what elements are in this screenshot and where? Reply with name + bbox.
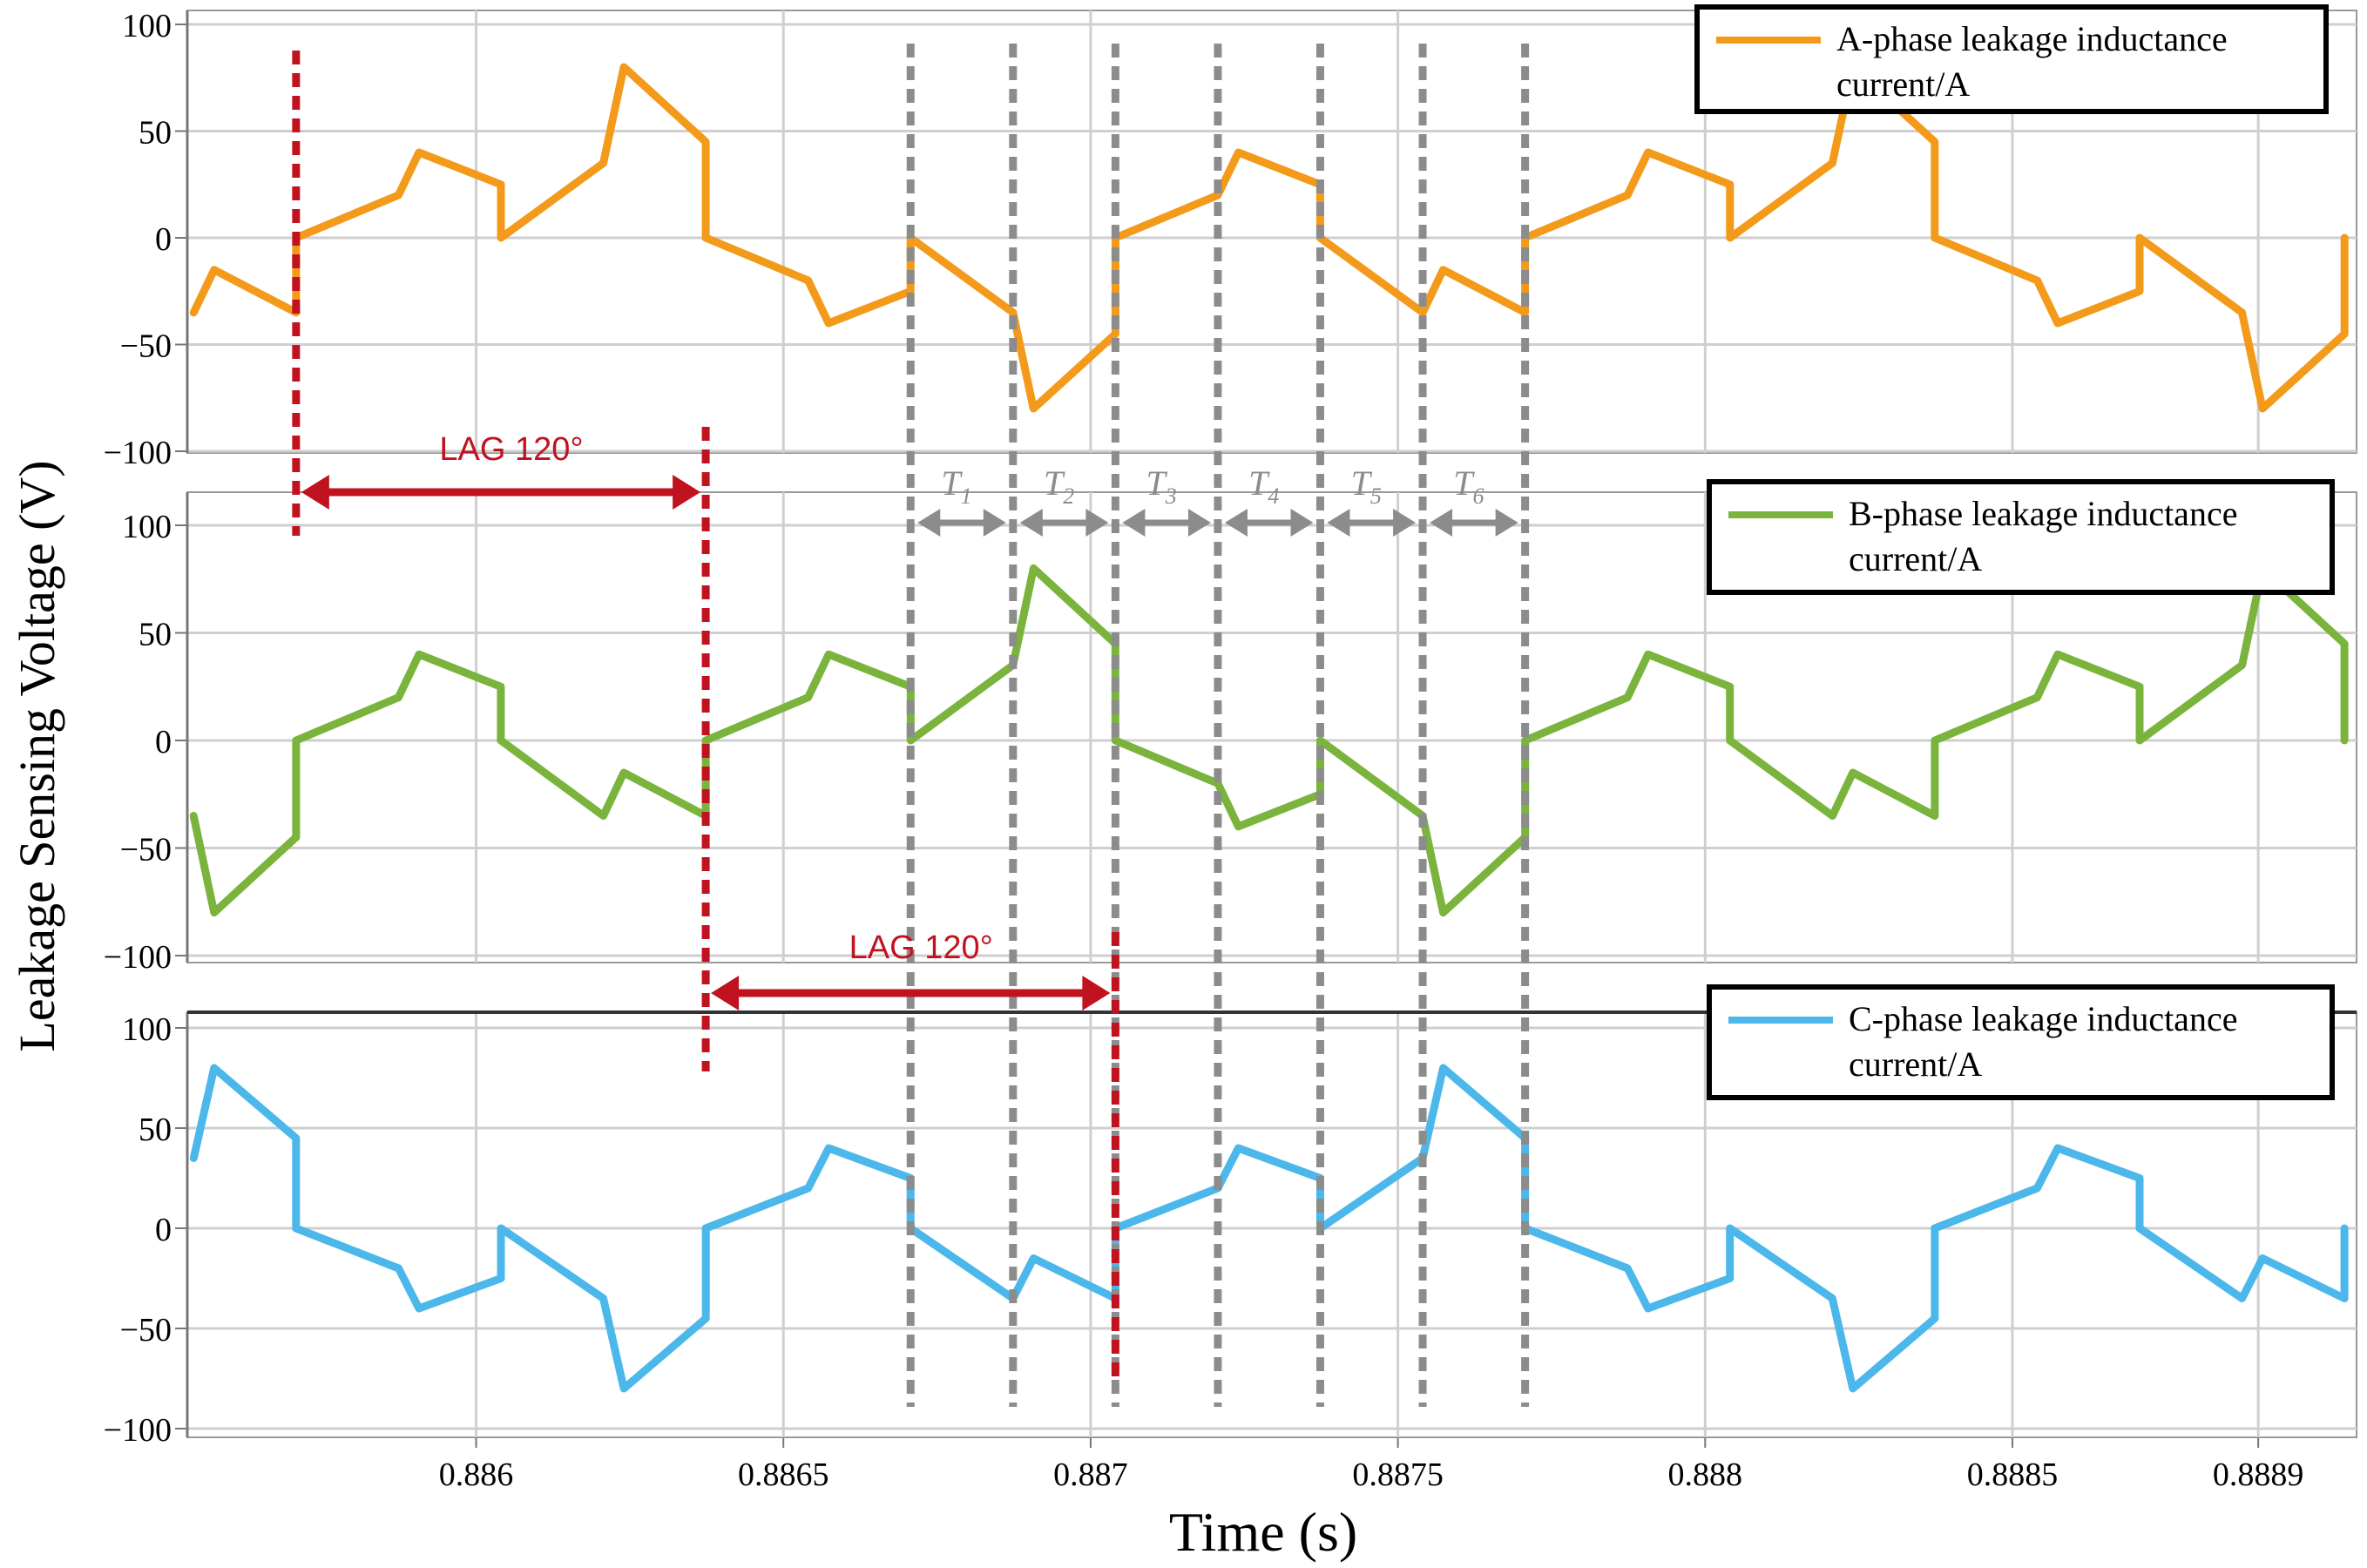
legend-label-line-2: current/A xyxy=(1836,64,1970,104)
x-tick-label-2: 0.887 xyxy=(1053,1456,1128,1493)
x-tick-label-0: 0.886 xyxy=(439,1456,514,1493)
x-tick-label-3: 0.8875 xyxy=(1352,1456,1444,1493)
y-axis-label: Leakage Sensing Voltage (V) xyxy=(9,460,65,1051)
lag-ab-label: LAG 120° xyxy=(439,431,583,468)
marker-lines xyxy=(292,44,1530,1407)
legend-label-line-1: B-phase leakage inductance xyxy=(1849,494,2237,533)
interval-label-name: T xyxy=(1146,463,1168,503)
x-tick-label-1: 0.8865 xyxy=(738,1456,829,1493)
interval-arrow-right-head-1 xyxy=(983,509,1006,537)
panel-1-ytick-label-0: 100 xyxy=(122,8,172,44)
panel-2-ytick-label-3: −50 xyxy=(120,832,172,868)
x-tick-label-6: 0.8889 xyxy=(2213,1456,2304,1493)
phase-a-trace xyxy=(189,63,2349,413)
panel-1-ytick-label-2: 0 xyxy=(155,221,172,258)
interval-arrow-left-head-1 xyxy=(917,509,941,537)
panel-2-ytick-label-4: −100 xyxy=(104,939,172,976)
interval-label-name: T xyxy=(1351,463,1373,503)
legend-label-line-1: C-phase leakage inductance xyxy=(1849,999,2237,1038)
x-axis-label: Time (s) xyxy=(1169,1501,1357,1563)
panel-3-ytick-label-4: −100 xyxy=(104,1412,172,1449)
panel-2-ytick-label-1: 50 xyxy=(139,617,172,653)
panel-2-ytick-label-0: 100 xyxy=(122,509,172,545)
tick-labels: 100 50 0 −50 −100 100 50 0 −50 −100 100 50 0 −50 −100 0… xyxy=(104,8,2304,1493)
interval-label-name: T xyxy=(1453,463,1475,503)
interval-label-4: T4 xyxy=(1248,463,1279,509)
interval-label-sub: 5 xyxy=(1370,483,1382,509)
interval-arrow-right-head-4 xyxy=(1290,509,1314,537)
interval-label-sub: 6 xyxy=(1472,483,1484,509)
interval-arrow-left-head-3 xyxy=(1122,509,1146,537)
interval-arrow-right-head-3 xyxy=(1187,509,1211,537)
lag-ab-arrow-right-head xyxy=(673,475,701,510)
x-tick-label-4: 0.888 xyxy=(1668,1456,1743,1493)
panel-3-ytick-label-0: 100 xyxy=(122,1011,172,1048)
lag-bc-arrow-left-head xyxy=(711,976,740,1010)
interval-label-6: T6 xyxy=(1453,463,1484,509)
legend-phase-b: B-phase leakage inductance current/A xyxy=(1707,479,2335,595)
phase-b-trace xyxy=(189,564,2349,917)
lag-ab-arrow-left-head xyxy=(301,475,329,510)
waveform-traces xyxy=(189,63,2349,1393)
legend-label-line-2: current/A xyxy=(1849,539,1982,578)
legend-phase-c: C-phase leakage inductance current/A xyxy=(1707,984,2335,1100)
interval-arrow-left-head-5 xyxy=(1327,509,1350,537)
panel-2-ytick-label-2: 0 xyxy=(155,724,172,760)
legend-box xyxy=(1694,4,2329,114)
interval-label-2: T2 xyxy=(1044,463,1074,509)
legend-label-line-2: current/A xyxy=(1849,1044,1982,1084)
lag-bc-arrow-right-head xyxy=(1082,976,1111,1010)
x-tick-label-5: 0.8885 xyxy=(1967,1456,2059,1493)
legend-phase-a: A-phase leakage inductance current/A xyxy=(1694,4,2329,114)
panel-1-ytick-label-4: −100 xyxy=(104,435,172,471)
panel-3-ytick-label-3: −50 xyxy=(120,1312,172,1348)
panel-3-ytick-label-1: 50 xyxy=(139,1112,172,1148)
interval-label-5: T5 xyxy=(1351,463,1382,509)
interval-arrow-left-head-4 xyxy=(1224,509,1248,537)
legends: A-phase leakage inductancecurrent/AB-pha… xyxy=(1694,4,2335,1100)
interval-arrow-left-head-6 xyxy=(1430,509,1453,537)
panel-1-ytick-label-3: −50 xyxy=(120,328,172,365)
interval-arrow-left-head-2 xyxy=(1019,509,1043,537)
legend-box xyxy=(1707,479,2335,595)
interval-label-3: T3 xyxy=(1146,463,1177,509)
interval-label-sub: 4 xyxy=(1268,483,1279,509)
interval-arrow-right-head-2 xyxy=(1085,509,1109,537)
interval-label-1: T1 xyxy=(941,463,971,509)
legend-box xyxy=(1707,984,2335,1100)
interval-label-name: T xyxy=(941,463,963,503)
interval-label-sub: 2 xyxy=(1063,483,1074,509)
interval-label-sub: 1 xyxy=(961,483,972,509)
interval-label-sub: 3 xyxy=(1165,483,1177,509)
interval-label-name: T xyxy=(1044,463,1065,503)
interval-arrow-right-head-5 xyxy=(1393,509,1417,537)
panel-3-ytick-label-2: 0 xyxy=(155,1212,172,1248)
interval-arrow-right-head-6 xyxy=(1495,509,1518,537)
panel-1-ytick-label-1: 50 xyxy=(139,115,172,152)
legend-label-line-1: A-phase leakage inductance xyxy=(1836,19,2228,58)
phase-c-trace xyxy=(189,1064,2349,1393)
interval-label-name: T xyxy=(1248,463,1270,503)
lag-bc-label: LAG 120° xyxy=(849,929,993,966)
